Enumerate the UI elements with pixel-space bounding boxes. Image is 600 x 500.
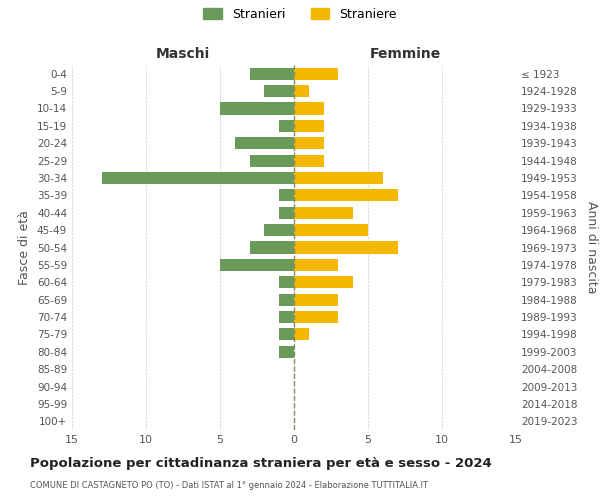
Bar [294, 137, 323, 149]
Bar [294, 120, 323, 132]
Bar [294, 102, 323, 115]
Text: Maschi: Maschi [156, 48, 210, 62]
Bar [294, 259, 338, 271]
Bar [294, 242, 398, 254]
Bar [294, 276, 353, 288]
Bar [294, 206, 353, 219]
Bar [279, 328, 294, 340]
Bar [279, 120, 294, 132]
Bar [250, 242, 294, 254]
Bar [279, 311, 294, 323]
Bar [265, 224, 294, 236]
Bar [294, 68, 338, 80]
Text: Femmine: Femmine [370, 48, 440, 62]
Bar [235, 137, 294, 149]
Text: Popolazione per cittadinanza straniera per età e sesso - 2024: Popolazione per cittadinanza straniera p… [30, 458, 492, 470]
Bar [294, 328, 309, 340]
Legend: Stranieri, Straniere: Stranieri, Straniere [198, 2, 402, 26]
Bar [294, 294, 338, 306]
Bar [294, 172, 383, 184]
Bar [294, 190, 398, 202]
Bar [250, 154, 294, 166]
Bar [294, 85, 309, 97]
Bar [279, 276, 294, 288]
Bar [101, 172, 294, 184]
Y-axis label: Anni di nascita: Anni di nascita [586, 201, 598, 294]
Bar [279, 206, 294, 219]
Bar [250, 68, 294, 80]
Bar [294, 154, 323, 166]
Bar [279, 190, 294, 202]
Y-axis label: Fasce di età: Fasce di età [19, 210, 31, 285]
Bar [279, 294, 294, 306]
Bar [220, 259, 294, 271]
Bar [294, 311, 338, 323]
Bar [279, 346, 294, 358]
Text: COMUNE DI CASTAGNETO PO (TO) - Dati ISTAT al 1° gennaio 2024 - Elaborazione TUTT: COMUNE DI CASTAGNETO PO (TO) - Dati ISTA… [30, 481, 428, 490]
Bar [294, 224, 368, 236]
Bar [220, 102, 294, 115]
Bar [265, 85, 294, 97]
